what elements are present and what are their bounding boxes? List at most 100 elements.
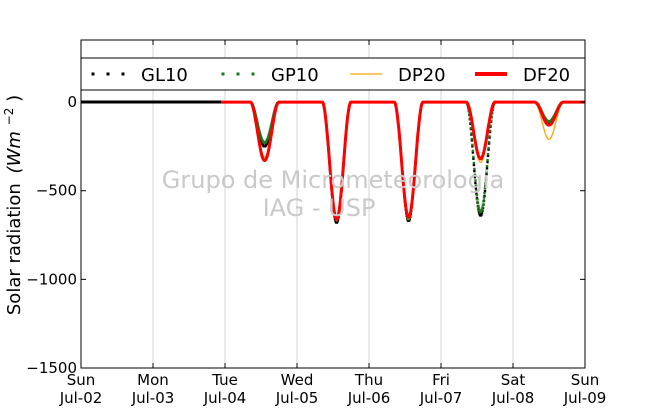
data-point-gp10 (485, 170, 488, 174)
legend-marker-gp10 (251, 72, 255, 76)
data-point-gl10 (484, 179, 488, 182)
y-tick-label: −1000 (26, 270, 77, 288)
data-point-gp10 (258, 131, 261, 134)
data-point-gp10 (266, 136, 270, 140)
data-point-gp10 (484, 176, 488, 180)
series-df20 (221, 100, 585, 221)
grid-lines (152, 40, 514, 368)
x-tick-label-date: Jul-03 (131, 389, 175, 407)
data-point-gl10 (486, 160, 489, 164)
data-point-gl10 (474, 187, 478, 190)
data-point-gl10 (472, 163, 476, 167)
watermark-line-2: IAG - USP (263, 194, 376, 222)
data-point-gp10 (471, 149, 475, 153)
x-tick-label-date: Jul-02 (59, 389, 103, 407)
data-point-gl10 (487, 142, 491, 145)
data-point-gp10 (477, 204, 480, 208)
data-point-gp10 (474, 179, 477, 182)
data-point-gl10 (487, 148, 490, 151)
data-point-gp10 (266, 138, 269, 141)
x-tick-label-day: Wed (281, 371, 314, 389)
data-point-gp10 (489, 124, 492, 128)
x-tick-label-date: Jul-08 (491, 389, 535, 407)
data-point-gp10 (472, 155, 475, 159)
data-point-gp10 (482, 200, 485, 203)
data-point-gl10 (473, 175, 477, 179)
legend-label-gl10: GL10 (141, 65, 188, 86)
x-tick-label-day: Sun (571, 371, 600, 389)
data-point-gp10 (483, 187, 487, 190)
x-tick-label-date: Jul-09 (563, 389, 607, 407)
data-point-gl10 (486, 154, 490, 158)
data-point-gp10 (259, 133, 262, 136)
x-tick-label-day: Sun (67, 371, 96, 389)
data-point-gp10 (259, 134, 262, 138)
data-point-gp10 (476, 198, 479, 201)
data-point-gp10 (486, 158, 489, 162)
data-point-gp10 (475, 194, 479, 197)
data-point-gp10 (480, 209, 483, 213)
data-point-gp10 (470, 137, 474, 141)
data-point-gp10 (482, 196, 486, 199)
data-point-gp10 (487, 146, 490, 150)
data-point-gp10 (476, 201, 480, 205)
data-point-gp10 (470, 132, 473, 135)
x-tick-label-day: Thu (354, 371, 383, 389)
legend-marker-gp10 (236, 72, 240, 76)
data-point-gp10 (256, 122, 259, 126)
data-point-gp10 (473, 173, 477, 176)
data-point-gp10 (469, 122, 472, 125)
x-tick-label-date: Jul-07 (419, 389, 463, 407)
x-tick-label-day: Mon (137, 371, 169, 389)
data-point-gp10 (257, 127, 260, 130)
data-point-gp10 (268, 131, 271, 134)
data-point-gl10 (336, 220, 339, 223)
data-point-gl10 (483, 194, 486, 198)
data-point-gl10 (471, 151, 475, 154)
watermark: Grupo de Micrometeorologia IAG - USP (162, 166, 504, 222)
data-point-gp10 (257, 125, 260, 128)
data-point-gp10 (487, 141, 491, 144)
data-point-gp10 (481, 206, 484, 209)
y-axis-label-exponent: −2 (2, 108, 16, 126)
data-point-gp10 (483, 192, 486, 195)
x-tick-label-day: Sat (501, 371, 526, 389)
data-point-gp10 (268, 129, 272, 132)
x-tick-label-day: Fri (432, 371, 450, 389)
data-point-gp10 (474, 184, 478, 187)
data-point-gl10 (475, 192, 478, 195)
x-tick-label-day: Tue (211, 371, 238, 389)
y-axis-label-text: Solar radiation (4, 183, 25, 315)
plot-frame (80, 39, 586, 369)
legend-label-df20: DF20 (523, 65, 570, 86)
data-point-gp10 (267, 133, 271, 136)
data-point-gl10 (483, 190, 487, 193)
data-point-gp10 (469, 126, 473, 130)
data-point-gl10 (471, 145, 474, 148)
series-layer (81, 100, 585, 224)
data-point-gp10 (269, 127, 272, 130)
axes: 0−500−1000−1500SunJul-02MonJul-03TueJul-… (26, 40, 606, 407)
data-point-gp10 (488, 129, 492, 133)
data-point-gp10 (471, 143, 474, 147)
x-tick-label-date: Jul-06 (347, 389, 391, 407)
x-tick-label-date: Jul-04 (203, 389, 247, 407)
data-point-gp10 (258, 129, 261, 132)
data-point-gp10 (485, 165, 489, 168)
series-line-df20 (221, 100, 585, 221)
data-point-gp10 (481, 203, 485, 206)
y-axis-label-unit: (Wm (4, 131, 25, 173)
data-point-gl10 (478, 212, 481, 215)
data-point-gl10 (473, 169, 476, 173)
data-point-gl10 (484, 184, 487, 188)
data-point-gl10 (480, 213, 483, 216)
y-axis-label-close: ) (4, 95, 25, 102)
data-point-gp10 (473, 167, 476, 171)
x-tick-label-date: Jul-05 (275, 389, 319, 407)
watermark-line-1: Grupo de Micrometeorologia (162, 166, 504, 194)
y-tick-label: 0 (67, 93, 77, 111)
data-point-gp10 (269, 125, 273, 128)
legend-label-gp10: GP10 (271, 65, 319, 86)
data-point-gp10 (488, 135, 491, 138)
legend-label-dp20: DP20 (398, 65, 446, 86)
